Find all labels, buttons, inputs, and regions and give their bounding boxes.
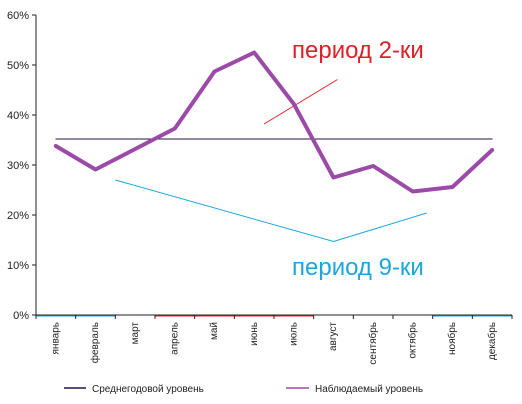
observed-level-point <box>54 144 58 148</box>
y-tick-label: 50% <box>7 60 29 72</box>
x-tick-label: январь <box>50 322 61 354</box>
x-tick-label: декабрь <box>486 322 498 360</box>
observed-level-point <box>490 148 494 152</box>
period-2-label: период 2-ки <box>292 37 424 64</box>
period-9-label: период 9-ки <box>292 254 424 281</box>
period-2-trend-line <box>263 79 338 125</box>
observed-level-point <box>292 102 296 106</box>
observed-level-point <box>450 185 455 189</box>
y-tick-label: 40% <box>7 110 29 122</box>
x-tick-label: апрель <box>169 322 180 355</box>
observed-level-point <box>411 189 415 194</box>
x-tick-label: август <box>328 322 339 351</box>
observed-level-point <box>371 164 375 168</box>
average-level-legend-label: Среднегодовой уровень <box>92 384 204 395</box>
x-tick-label: сентябрь <box>367 322 379 365</box>
observed-level-point <box>331 175 336 180</box>
observed-level-point <box>212 69 217 74</box>
x-tick-label: октябрь <box>406 322 418 359</box>
observed-level-point <box>133 147 137 151</box>
period-9-trend-line <box>115 179 427 243</box>
observed-level-legend-label: Наблюдаемый уровень <box>315 383 423 395</box>
x-tick-label: май <box>209 322 220 340</box>
observed-level-point <box>252 50 256 55</box>
x-tick-label: июль <box>288 322 299 346</box>
y-tick-label: 30% <box>7 160 29 172</box>
observed-level-point <box>93 167 98 172</box>
label-layer: 0% 10% 20% 30% 40% 50% 60% январь февраль март апр… <box>7 10 498 365</box>
observed-level-line <box>53 50 495 194</box>
axis-layer <box>32 14 513 319</box>
observed-level-point <box>173 126 177 131</box>
y-tick-label: 60% <box>7 10 29 22</box>
y-tick-label: 20% <box>7 210 29 222</box>
legend-layer: Среднегодовой уровень Наблюдаемый уровень <box>64 383 423 395</box>
x-tick-label: ноябрь <box>446 322 458 355</box>
plot-area <box>36 15 512 315</box>
series-layer <box>53 50 495 243</box>
x-tick-label: июнь <box>249 322 260 346</box>
y-tick-label: 0% <box>13 310 29 322</box>
y-tick-label: 10% <box>7 260 29 272</box>
x-tick-label: февраль <box>89 322 101 363</box>
x-tick-label: март <box>130 322 141 345</box>
